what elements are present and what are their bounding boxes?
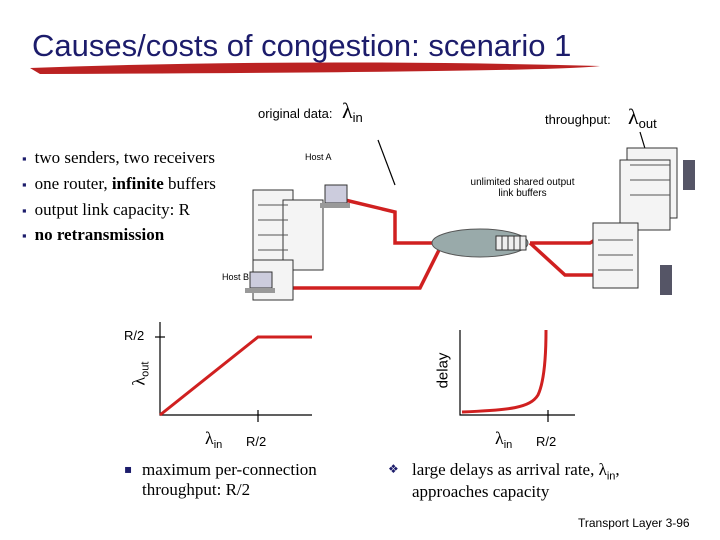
bullet-text: no retransmission [34, 225, 165, 244]
y-tick: R/2 [124, 328, 145, 343]
bullet-text: one router, [34, 174, 112, 193]
router [431, 228, 529, 258]
x-tick: R/2 [246, 434, 267, 449]
stack-lines [258, 164, 670, 271]
plot-delay-axes [459, 330, 575, 422]
caption: large delays as arrival rate, λin, appro… [412, 460, 692, 502]
x-tick: R/2 [536, 434, 557, 449]
pointer-in [377, 139, 396, 186]
subscript: out [139, 361, 152, 377]
symbol: λ [598, 460, 607, 479]
delay-curve [461, 329, 548, 414]
x-label: λin [495, 428, 512, 451]
y-label: delay [434, 352, 452, 389]
bullet-marker: ❖ [388, 462, 399, 476]
subscript: in [503, 439, 513, 452]
bullet-bold: infinite [111, 174, 164, 193]
hosts [245, 160, 695, 295]
lambda-in: λin [342, 98, 363, 125]
symbol: λ [128, 376, 149, 386]
title-underline [30, 62, 600, 74]
subscript: in [213, 439, 223, 452]
symbol: λ [342, 98, 353, 123]
lambda-out: λout [628, 104, 657, 131]
host-b: Host B [222, 272, 250, 282]
subscript: in [352, 110, 363, 126]
original-data-label: original data: [258, 106, 333, 121]
y-label: λout [128, 362, 151, 386]
slide-title: Causes/costs of congestion: scenario 1 [32, 28, 572, 63]
throughput-curve [159, 335, 312, 417]
throughput-label: throughput: [545, 112, 611, 127]
bullet-marker: ▪ [124, 462, 133, 476]
symbol: λ [495, 428, 504, 448]
bullet-text: two senders, two receivers [34, 148, 215, 167]
bullet-text: buffers [163, 174, 216, 193]
footer: Transport Layer 3-96 [578, 516, 690, 530]
server-stacks [252, 147, 678, 301]
subscript: out [638, 116, 657, 132]
caption-text: , approaches capacity [412, 460, 620, 502]
bullet: output link capacity: R [22, 200, 190, 220]
buffer-note: unlimited shared output link buffers [470, 177, 575, 199]
host-a: Host A [305, 152, 332, 162]
x-label: λin [205, 428, 222, 451]
caption: maximum per-connection throughput: R/2 [142, 460, 317, 499]
caption-text: large delays as arrival rate, [412, 460, 599, 479]
symbol: λ [628, 104, 639, 129]
subscript: in [606, 470, 616, 483]
bullet-text: output link capacity: R [34, 200, 190, 219]
bullet: one router, infinite buffers [22, 174, 216, 194]
bullet: no retransmission [22, 225, 165, 245]
bullet: two senders, two receivers [22, 148, 215, 168]
symbol: λ [205, 428, 214, 448]
